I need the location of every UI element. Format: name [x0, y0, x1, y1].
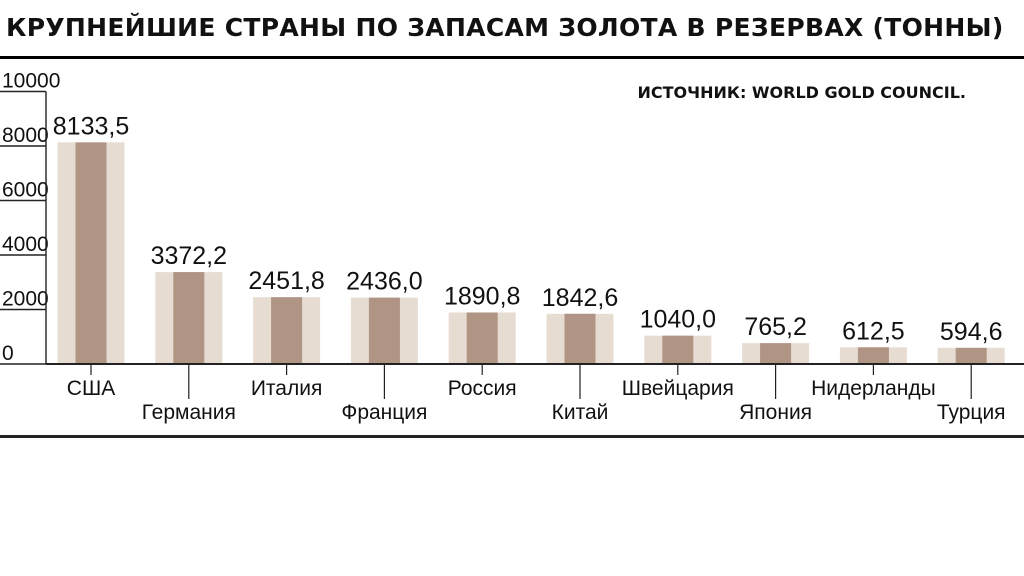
y-tick-label: 10000	[2, 70, 60, 93]
x-tick-label: Китай	[552, 401, 609, 424]
x-tick-label: США	[67, 377, 115, 400]
y-tick-label: 2000	[2, 288, 49, 311]
x-tick-label: Россия	[448, 377, 517, 400]
bottom-rule	[0, 435, 1024, 438]
bar-value-label: 612,5	[842, 317, 905, 345]
bar-value-label: 1040,0	[640, 306, 716, 334]
x-tick-label: Турция	[937, 401, 1006, 424]
bar	[857, 347, 889, 364]
source-note: ИСТОЧНИК: WORLD GOLD COUNCIL.	[638, 83, 967, 102]
title-band: КРУПНЕЙШИЕ СТРАНЫ ПО ЗАПАСАМ ЗОЛОТА В РЕ…	[0, 0, 1024, 62]
y-tick-label: 8000	[2, 124, 49, 147]
bar	[760, 343, 792, 364]
bar	[466, 312, 498, 364]
bar	[564, 313, 596, 364]
bar-value-label: 8133,5	[53, 112, 129, 140]
bar-value-label: 3372,2	[151, 242, 227, 270]
bar-value-label: 765,2	[744, 313, 807, 341]
bars: 8133,5 3372,2 2451,8 2436,0 1890,8 1842,6 1040…	[53, 112, 1005, 364]
chart-title: КРУПНЕЙШИЕ СТРАНЫ ПО ЗАПАСАМ ЗОЛОТА В РЕ…	[6, 13, 1004, 42]
bar-chart: 0 2000 4000 6000 8000 10000 8133,5 3372,2 2451,…	[0, 70, 1024, 424]
bar-value-label: 2436,0	[346, 268, 422, 296]
x-tick-label: Италия	[251, 377, 323, 400]
bar	[368, 297, 400, 364]
bar-value-label: 2451,8	[248, 267, 324, 295]
bar	[955, 347, 987, 364]
bar-value-label: 1890,8	[444, 282, 520, 310]
bar-value-label: 1842,6	[542, 284, 618, 312]
bar-value-label: 594,6	[940, 318, 1003, 346]
bar	[75, 142, 107, 364]
x-tick-label: Швейцария	[622, 377, 734, 400]
x-tick-label: Франция	[341, 401, 427, 424]
chart-area: 0 2000 4000 6000 8000 10000 8133,5 3372,2 2451,…	[0, 62, 1024, 438]
bar	[662, 335, 694, 364]
y-tick-label: 4000	[2, 233, 49, 256]
x-tick-label: Япония	[739, 401, 812, 424]
y-tick-label: 6000	[2, 179, 49, 202]
x-tick-label: Нидерланды	[811, 377, 936, 400]
bar	[271, 297, 303, 364]
y-tick-label: 0	[2, 342, 14, 365]
x-tick-label: Германия	[142, 401, 236, 424]
x-axis: США Германия Италия Франция Россия Китай Швейц…	[46, 363, 1024, 424]
title-rule	[0, 56, 1024, 59]
bar	[173, 272, 205, 364]
y-axis: 0 2000 4000 6000 8000 10000	[0, 70, 60, 365]
